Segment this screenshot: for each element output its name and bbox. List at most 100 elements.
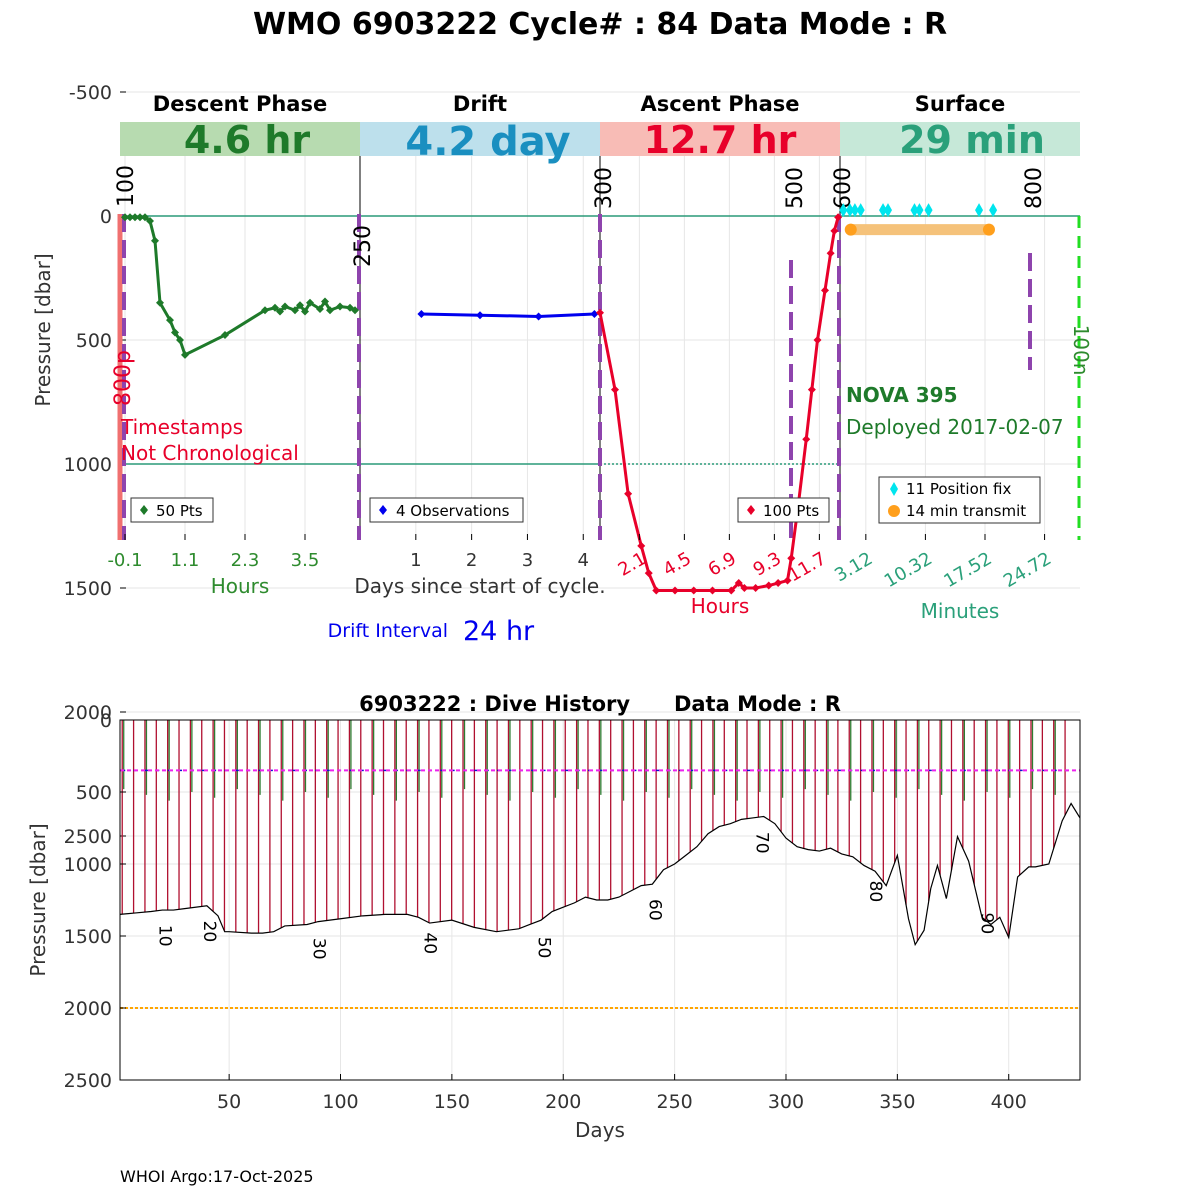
data-point <box>624 489 633 498</box>
position-fix-point <box>910 203 919 218</box>
data-point <box>534 312 543 321</box>
data-point <box>276 307 284 316</box>
dive-history-title: 6903222 : Dive History Data Mode : R <box>359 692 841 716</box>
deployment-date: Deployed 2017-02-07 <box>846 415 1064 439</box>
series-line-ascent-phase <box>598 216 840 592</box>
label-500: 500 <box>783 167 808 209</box>
ascent-phase-title: Ascent Phase <box>641 92 800 116</box>
position-fix-legend-marker <box>890 482 898 496</box>
data-point <box>351 306 359 315</box>
drift-duration-band <box>360 122 600 156</box>
data-point <box>807 385 816 394</box>
top-x-tick-label: 3.5 <box>291 550 320 571</box>
data-point <box>417 309 426 318</box>
bottom-y-tick-label: 2000 <box>64 998 112 1020</box>
drift-duration: 4.2 day <box>405 119 570 165</box>
descent-phase-title: Descent Phase <box>153 92 327 116</box>
data-point <box>727 586 736 595</box>
cycle-number-label: 80 <box>865 881 885 903</box>
data-point <box>306 298 314 307</box>
position-fix-point <box>856 203 865 218</box>
top-x-tick-label: 6.9 <box>705 548 740 581</box>
bottom-x-tick-label: 250 <box>656 1091 692 1113</box>
ascent-x-axis-label: Hours <box>691 594 750 618</box>
data-point <box>141 213 149 222</box>
surface-phase-title: Surface <box>915 92 1005 116</box>
position-fix-point <box>850 203 859 218</box>
data-point <box>830 226 839 235</box>
top-y-tick-label: 500 <box>76 330 112 352</box>
ascent-duration-band <box>600 122 840 156</box>
data-point <box>126 213 134 222</box>
data-point <box>321 297 329 306</box>
label-800p: 800p <box>111 350 136 406</box>
descent-duration: 4.6 hr <box>184 118 311 162</box>
bottom-x-tick-label: 400 <box>991 1091 1027 1113</box>
descent-duration-band <box>120 122 360 156</box>
data-point <box>336 302 344 311</box>
top-x-tick-label: 2 <box>466 550 477 571</box>
data-point <box>751 584 760 592</box>
bottom-x-tick-label: 50 <box>217 1091 241 1113</box>
label-600: 600 <box>831 167 856 209</box>
cycle-number-label: 20 <box>199 921 219 943</box>
drift-legend: 4 Observations <box>369 497 524 523</box>
top-y-axis-ticks: -500 0 500 1000 1500 2000 2500 <box>64 82 126 848</box>
cycle-number-label: 10 <box>155 925 175 947</box>
top-y-axis-label: Pressure [dbar] <box>31 253 55 406</box>
data-point <box>121 213 129 222</box>
drift-interval-value: 24 hr <box>463 616 535 647</box>
data-point <box>734 579 743 588</box>
position-fix-point <box>924 203 933 218</box>
bottom-y-tick-label: 2500 <box>64 1070 112 1092</box>
data-point <box>783 576 792 585</box>
max-pressure-line <box>119 802 1081 947</box>
bottom-x-tick-label: 300 <box>768 1091 804 1113</box>
drift-interval-label: Drift Interval <box>328 620 448 642</box>
top-y-tick-label: 1500 <box>64 578 112 600</box>
ascent-legend: 100 Pts <box>737 497 830 523</box>
data-point <box>637 541 646 550</box>
top-y-tick-label: 1000 <box>64 454 112 476</box>
ascent-duration: 12.7 hr <box>644 118 797 162</box>
data-point <box>708 586 717 595</box>
bottom-x-axis-label: Days <box>575 1118 625 1142</box>
data-point <box>764 581 773 590</box>
top-x-tick-label: 4 <box>578 550 589 571</box>
cycle-number-label: 40 <box>420 932 440 954</box>
descent-x-axis-label: Hours <box>211 574 270 598</box>
position-fix-point <box>989 203 998 218</box>
drift-legend-box <box>369 497 524 523</box>
data-point <box>176 336 184 344</box>
data-point <box>156 298 164 307</box>
data-point <box>671 586 679 595</box>
data-point <box>774 579 783 588</box>
footer-credit: WHOI Argo:17-Oct-2025 <box>120 1167 314 1186</box>
position-fix-point <box>915 203 924 218</box>
float-name: NOVA 395 <box>846 383 958 407</box>
phase-markers <box>122 214 1032 540</box>
cycle-profile-panel: Descent Phase Drift Ascent Phase Surface… <box>31 82 1093 848</box>
drift-phase-title: Drift <box>453 92 507 116</box>
label-250: 250 <box>351 225 376 267</box>
surface-legend: 11 Position fix 14 min transmit <box>878 476 1041 524</box>
data-point <box>136 213 144 222</box>
top-x-tick-label: 2.3 <box>231 550 260 571</box>
data-point <box>590 309 599 318</box>
data-point <box>834 213 843 222</box>
data-point <box>296 301 304 310</box>
data-point <box>131 213 139 222</box>
position-fix-point <box>884 203 892 218</box>
bottom-y-tick-label: 1000 <box>64 854 112 876</box>
data-point <box>301 307 309 316</box>
data-point <box>151 236 159 245</box>
cycle-number-label: 70 <box>752 832 772 854</box>
data-point <box>652 586 661 595</box>
drift-legend-text: 4 Observations <box>396 502 510 520</box>
position-fix-legend-text: 11 Position fix <box>906 480 1011 498</box>
top-x-tick-label: 9.3 <box>750 548 785 581</box>
top-y-tick-label: 2000 <box>64 702 112 724</box>
cycle-number-label: 90 <box>977 913 997 935</box>
surface-x-axis-label: Minutes <box>921 599 1000 623</box>
